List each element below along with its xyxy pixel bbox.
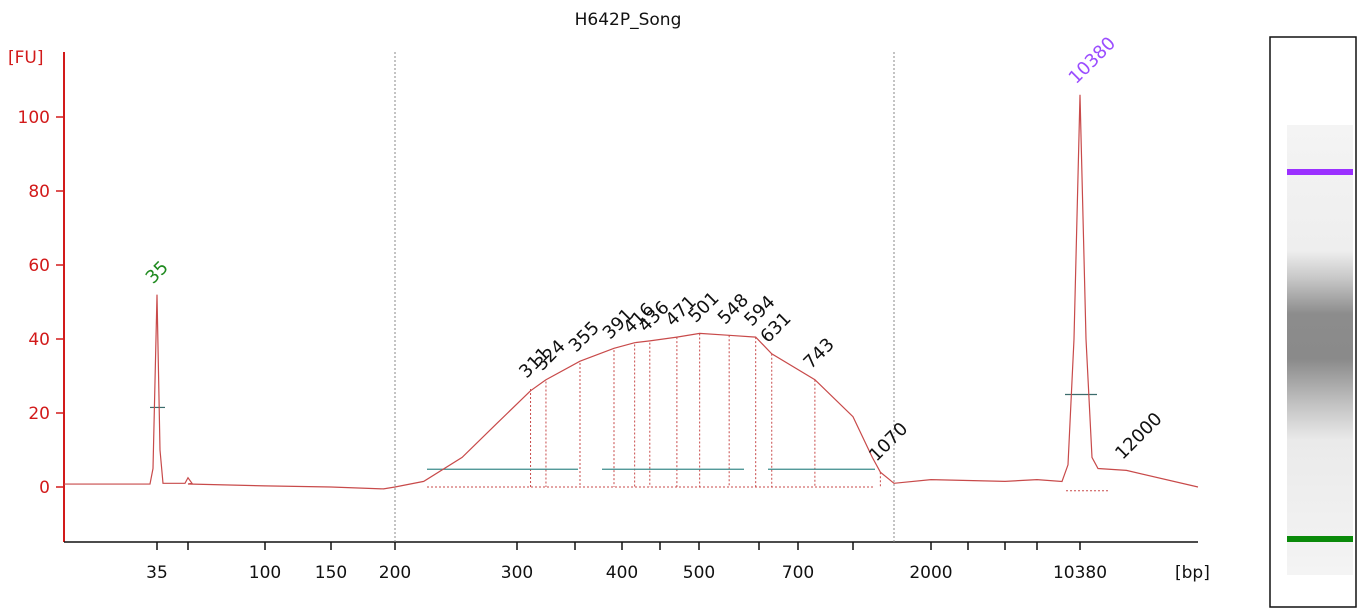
y-tick-label: 60	[28, 256, 50, 276]
gel-smear	[1287, 125, 1353, 575]
upper-marker-band	[1287, 169, 1353, 175]
x-tick-label: 200	[379, 563, 411, 583]
x-tick-label: 300	[501, 563, 533, 583]
x-tick-label: 100	[249, 563, 281, 583]
peak-label: 10380	[1065, 33, 1120, 88]
x-tick-label: 400	[606, 563, 638, 583]
y-tick-label: 20	[28, 404, 50, 424]
y-tick-label: 80	[28, 182, 50, 202]
baselines	[150, 393, 1097, 470]
x-tick-label: 500	[683, 563, 715, 583]
y-tick-label: 40	[28, 330, 50, 350]
chart-title: H642P_Song	[575, 10, 682, 30]
gel-lane	[1269, 36, 1357, 608]
peak-label: 1070	[865, 418, 912, 465]
peak-label: 35	[142, 257, 173, 288]
x-tick-label: 10380	[1053, 563, 1107, 583]
x-tick-label: 35	[146, 563, 168, 583]
peak-label: 12000	[1111, 409, 1166, 464]
x-axis-label: [bp]	[1175, 563, 1210, 583]
y-tick-label: 0	[39, 478, 50, 498]
signal-trace	[64, 94, 1199, 490]
peak-label: 355	[565, 317, 604, 356]
y-axis-label: [FU]	[8, 48, 44, 68]
peak-label: 501	[684, 288, 723, 327]
x-tick-label: 150	[315, 563, 347, 583]
x-tick-label: 700	[782, 563, 814, 583]
y-tick-label: 100	[18, 108, 50, 128]
x-tick-label: 2000	[909, 563, 952, 583]
peak-boxes	[427, 333, 1110, 492]
y-ticks: 0 20 40 60 80 100	[18, 108, 64, 498]
peak-label: 743	[800, 334, 839, 373]
x-ticks: 35 100 150 200 300 400 500 700 2000 10380	[146, 542, 1107, 583]
lower-marker-band	[1287, 536, 1353, 542]
peak-labels: 3531132435539141643647150154859463174310…	[142, 33, 1167, 466]
